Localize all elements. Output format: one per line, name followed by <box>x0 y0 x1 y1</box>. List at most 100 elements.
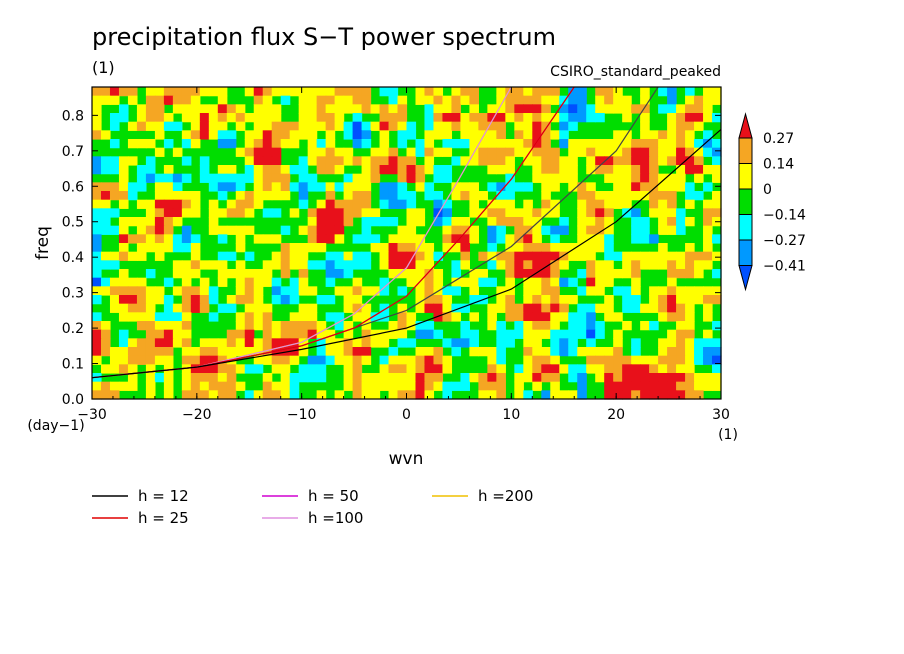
heatmap-cell <box>694 121 704 131</box>
heatmap-cell <box>172 95 183 105</box>
heatmap-cell <box>289 165 300 175</box>
heatmap-cell <box>523 277 533 287</box>
heatmap-cell <box>532 130 542 140</box>
heatmap-cell <box>685 312 695 322</box>
heatmap-cell <box>262 321 273 331</box>
heatmap-cell <box>559 130 569 140</box>
heatmap-cell <box>469 156 479 166</box>
heatmap-cell <box>604 199 614 209</box>
heatmap-cell <box>379 121 390 131</box>
heatmap-cell <box>127 95 138 105</box>
heatmap-cell <box>514 95 524 105</box>
heatmap-cell <box>541 347 551 357</box>
heatmap-cell <box>685 139 695 149</box>
heatmap-cell <box>532 373 542 383</box>
heatmap-cell <box>280 139 291 149</box>
heatmap-cell <box>253 269 264 279</box>
heatmap-cell <box>253 87 264 97</box>
heatmap-cell <box>649 156 659 166</box>
heatmap-cell <box>100 381 111 391</box>
heatmap-cell <box>541 87 551 97</box>
heatmap-cell <box>460 234 470 244</box>
heatmap-cell <box>685 381 695 391</box>
heatmap-cell <box>199 347 210 357</box>
heatmap-cell <box>379 338 390 348</box>
heatmap-cell <box>190 251 201 261</box>
heatmap-cell <box>181 277 192 287</box>
colorbar-label: −0.41 <box>763 259 806 275</box>
heatmap-cell <box>226 381 237 391</box>
heatmap-cell <box>685 243 695 253</box>
heatmap-cell <box>145 208 156 218</box>
heatmap-cell <box>604 208 614 218</box>
heatmap-cell <box>640 147 650 157</box>
heatmap-cell <box>604 269 614 279</box>
heatmap-cell <box>316 243 327 253</box>
heatmap-cell <box>235 295 246 305</box>
heatmap-cell <box>316 199 327 209</box>
heatmap-cell <box>595 355 605 365</box>
heatmap-cell <box>154 217 165 227</box>
heatmap-cell <box>586 329 596 339</box>
heatmap-cell <box>676 390 686 400</box>
heatmap-cell <box>712 373 722 383</box>
heatmap-cell <box>127 217 138 227</box>
heatmap-cell <box>541 364 551 374</box>
heatmap-cell <box>541 286 551 296</box>
heatmap-cell <box>397 390 408 400</box>
heatmap-cell <box>649 303 659 313</box>
heatmap-cell <box>334 355 345 365</box>
heatmap-cell <box>271 347 282 357</box>
heatmap-cell <box>658 364 668 374</box>
heatmap-cell <box>685 269 695 279</box>
heatmap-cell <box>208 347 219 357</box>
heatmap-cell <box>136 165 147 175</box>
x-tick-label: −20 <box>182 407 212 423</box>
heatmap-cell <box>694 295 704 305</box>
heatmap-cell <box>496 295 506 305</box>
heatmap-cell <box>199 173 210 183</box>
heatmap-cell <box>262 355 273 365</box>
heatmap-cell <box>352 338 363 348</box>
heatmap-cell <box>181 390 192 400</box>
heatmap-cell <box>685 321 695 331</box>
heatmap-cell <box>226 269 237 279</box>
heatmap-cell <box>433 104 444 114</box>
heatmap-cell <box>442 147 453 157</box>
heatmap-cell <box>667 156 677 166</box>
heatmap-cell <box>685 147 695 157</box>
heatmap-cell <box>406 381 417 391</box>
heatmap-cell <box>163 208 174 218</box>
heatmap-cell <box>604 390 614 400</box>
heatmap-cell <box>505 104 515 114</box>
heatmap-cell <box>640 260 650 270</box>
heatmap-cell <box>181 355 192 365</box>
heatmap-cell <box>208 173 219 183</box>
heatmap-cell <box>361 286 372 296</box>
heatmap-cell <box>514 147 524 157</box>
heatmap-cell <box>163 225 174 235</box>
heatmap-cell <box>154 191 165 201</box>
heatmap-cell <box>271 104 282 114</box>
heatmap-cell <box>316 121 327 131</box>
heatmap-cell <box>460 191 470 201</box>
colorbar-segment <box>738 137 753 164</box>
heatmap-cell <box>208 121 219 131</box>
heatmap-cell <box>397 373 408 383</box>
heatmap-cell <box>460 321 470 331</box>
heatmap-cell <box>424 156 435 166</box>
heatmap-cell <box>676 303 686 313</box>
heatmap-cell <box>541 329 551 339</box>
heatmap-cell <box>658 355 668 365</box>
heatmap-cell <box>127 182 138 192</box>
heatmap-cell <box>109 121 120 131</box>
heatmap-cell <box>460 381 470 391</box>
heatmap-cell <box>541 165 551 175</box>
heatmap-cell <box>388 147 399 157</box>
heatmap-cell <box>271 295 282 305</box>
heatmap-cell <box>523 364 533 374</box>
heatmap-cell <box>487 373 497 383</box>
heatmap-cell <box>406 121 417 131</box>
heatmap-cell <box>127 121 138 131</box>
heatmap-cell <box>361 165 372 175</box>
